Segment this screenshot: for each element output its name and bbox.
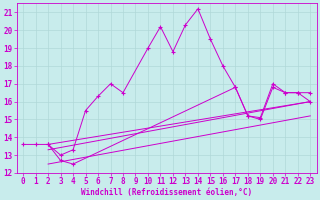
X-axis label: Windchill (Refroidissement éolien,°C): Windchill (Refroidissement éolien,°C): [81, 188, 252, 197]
